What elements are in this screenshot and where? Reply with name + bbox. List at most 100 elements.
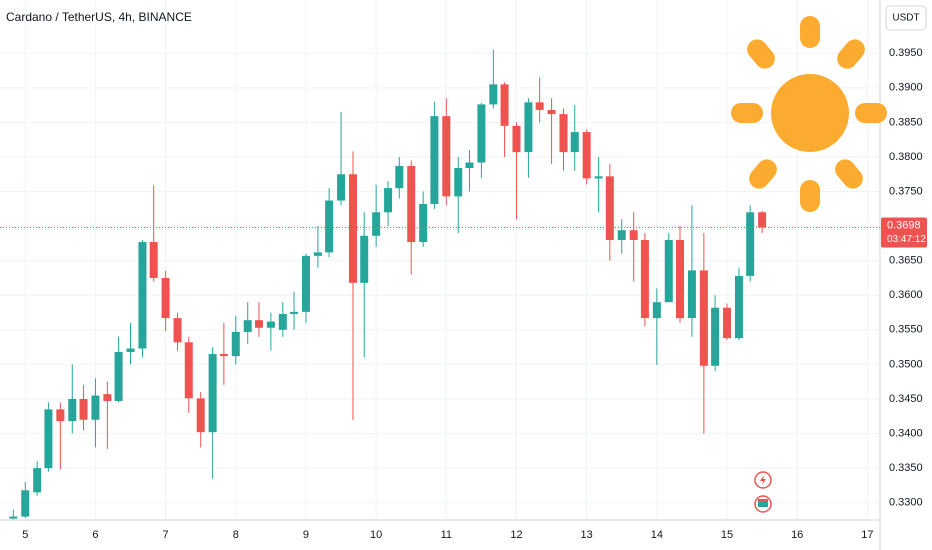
candle-body bbox=[219, 354, 228, 357]
candle-body bbox=[699, 270, 708, 366]
candle-body bbox=[79, 398, 88, 420]
candle-body bbox=[313, 252, 322, 256]
candle-body bbox=[138, 242, 147, 349]
candle-body bbox=[278, 313, 287, 330]
x-tick-label: 11 bbox=[441, 529, 452, 541]
candle-body bbox=[173, 318, 182, 343]
y-tick-label: 0.3800 bbox=[889, 151, 923, 163]
candle-body bbox=[149, 242, 158, 278]
y-tick-label: 0.3350 bbox=[889, 462, 923, 474]
candle-body bbox=[465, 162, 474, 169]
candle-body bbox=[711, 307, 720, 366]
currency-box[interactable] bbox=[885, 5, 927, 31]
candle-body bbox=[161, 277, 170, 319]
candle-body bbox=[442, 116, 451, 197]
candle-body bbox=[68, 398, 77, 422]
x-tick-label: 16 bbox=[791, 529, 803, 541]
candle-body bbox=[734, 275, 743, 339]
candle-body bbox=[103, 394, 112, 402]
candle-body bbox=[664, 239, 673, 303]
x-tick-label: 14 bbox=[651, 529, 663, 541]
x-tick-label: 8 bbox=[233, 529, 239, 541]
event-icons[interactable] bbox=[754, 471, 772, 513]
candle-body bbox=[348, 174, 357, 283]
candle-body bbox=[325, 200, 334, 253]
candle-body bbox=[44, 409, 53, 469]
candle-body bbox=[208, 354, 217, 433]
y-tick-label: 0.3550 bbox=[889, 324, 923, 336]
grid bbox=[0, 0, 880, 520]
candle-body bbox=[512, 125, 521, 153]
x-tick-label: 12 bbox=[510, 529, 522, 541]
y-tick-label: 0.3500 bbox=[889, 358, 923, 370]
candle-body bbox=[430, 116, 439, 204]
candle-body bbox=[126, 348, 135, 352]
candle-body bbox=[617, 230, 626, 240]
currency[interactable]: USDT bbox=[892, 13, 919, 24]
candle-body bbox=[582, 132, 591, 179]
candle-body bbox=[605, 176, 614, 240]
x-tick-label: 7 bbox=[163, 529, 169, 541]
candle-body bbox=[640, 239, 649, 319]
candle-body bbox=[184, 342, 193, 399]
candle-body bbox=[547, 109, 556, 115]
candle-body bbox=[594, 176, 603, 179]
candle-body bbox=[91, 395, 100, 420]
candle-body bbox=[570, 132, 579, 153]
candle-body bbox=[33, 468, 42, 493]
y-tick-label: 0.3850 bbox=[889, 116, 923, 128]
x-tick-label: 6 bbox=[92, 529, 98, 541]
candles bbox=[9, 49, 767, 520]
candle-body bbox=[676, 239, 684, 319]
x-tick-label: 10 bbox=[370, 529, 382, 541]
candle-body bbox=[454, 168, 463, 197]
y-tick-label: 0.3900 bbox=[889, 82, 923, 94]
candle-body bbox=[419, 203, 428, 243]
x-tick-label: 5 bbox=[22, 529, 28, 541]
last-price-box bbox=[881, 217, 927, 248]
chart-title: Cardano / TetherUS, 4h, BINANCE bbox=[6, 10, 192, 24]
candle-body bbox=[489, 84, 498, 105]
x-tick-label: 13 bbox=[581, 529, 593, 541]
candle-body bbox=[196, 398, 205, 433]
y-tick-label: 0.3950 bbox=[889, 47, 923, 59]
candle-body bbox=[372, 212, 381, 236]
sun-icon bbox=[731, 16, 887, 212]
candle-body bbox=[395, 165, 404, 189]
candle-body bbox=[723, 307, 732, 339]
candle-body bbox=[559, 114, 568, 153]
x-tick-label: 17 bbox=[861, 529, 873, 541]
candle-body bbox=[629, 230, 638, 240]
candle-body bbox=[500, 84, 509, 126]
y-tick-label: 0.3600 bbox=[889, 289, 923, 301]
candle-body bbox=[337, 174, 346, 201]
candle-body bbox=[243, 320, 252, 332]
candle-body bbox=[114, 351, 123, 402]
candle-body bbox=[231, 331, 240, 357]
candle-body bbox=[524, 102, 533, 153]
y-tick-label: 0.3400 bbox=[889, 427, 923, 439]
candle-body bbox=[290, 311, 299, 314]
candle-body bbox=[477, 104, 486, 163]
candle-body bbox=[652, 302, 661, 319]
x-tick-label: 15 bbox=[721, 529, 733, 541]
candle-body bbox=[746, 212, 755, 276]
candle-body bbox=[687, 270, 696, 319]
candle-body bbox=[266, 321, 275, 328]
y-tick-label: 0.3650 bbox=[889, 255, 923, 267]
candle-body bbox=[758, 212, 767, 228]
candle-body bbox=[254, 320, 263, 328]
y-tick-label: 0.3750 bbox=[889, 185, 923, 197]
candle-body bbox=[360, 235, 369, 283]
candle-body bbox=[56, 409, 65, 422]
y-tick-label: 0.3300 bbox=[889, 497, 923, 509]
candle-body bbox=[407, 165, 416, 243]
countdown: 03:47:12 bbox=[887, 234, 926, 245]
candle-body bbox=[9, 516, 18, 519]
candle-body bbox=[21, 490, 30, 517]
x-tick-label: 9 bbox=[303, 529, 309, 541]
candle-body bbox=[301, 255, 310, 312]
y-tick-label: 0.3450 bbox=[889, 393, 923, 405]
candle-body bbox=[535, 102, 544, 110]
